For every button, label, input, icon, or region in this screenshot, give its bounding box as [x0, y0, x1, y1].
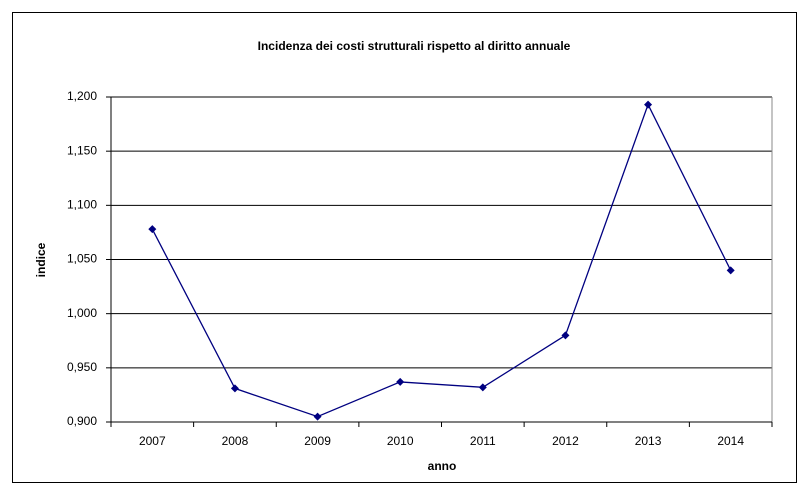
- marker: [313, 412, 322, 421]
- x-tick-label: 2014: [717, 434, 744, 448]
- y-tick-label: 1,150: [67, 143, 97, 157]
- marker: [148, 225, 157, 234]
- x-tick-label: 2013: [635, 434, 662, 448]
- y-axis-label: indice: [34, 242, 48, 277]
- marker: [561, 331, 570, 340]
- marker: [644, 100, 653, 109]
- y-tick-label: 1,050: [67, 252, 97, 266]
- y-tick-label: 0,900: [67, 414, 97, 428]
- y-tick-label: 1,000: [67, 306, 97, 320]
- x-tick-label: 2007: [139, 434, 166, 448]
- x-axis-label: anno: [428, 459, 457, 473]
- y-tick-label: 1,100: [67, 198, 97, 212]
- marker: [478, 383, 487, 392]
- chart-frame: [12, 12, 797, 483]
- marker: [230, 384, 239, 393]
- x-tick-label: 2010: [387, 434, 414, 448]
- chart-title: Incidenza dei costi strutturali rispetto…: [258, 39, 571, 53]
- y-tick-label: 0,950: [67, 360, 97, 374]
- x-tick-label: 2008: [222, 434, 249, 448]
- line: [151, 102, 732, 418]
- x-tick-label: 2011: [470, 434, 496, 448]
- marker: [726, 266, 735, 275]
- x-tick-label: 2012: [552, 434, 579, 448]
- marker: [396, 377, 405, 386]
- x-tick-label: 2009: [304, 434, 331, 448]
- y-tick-label: 1,200: [67, 89, 97, 103]
